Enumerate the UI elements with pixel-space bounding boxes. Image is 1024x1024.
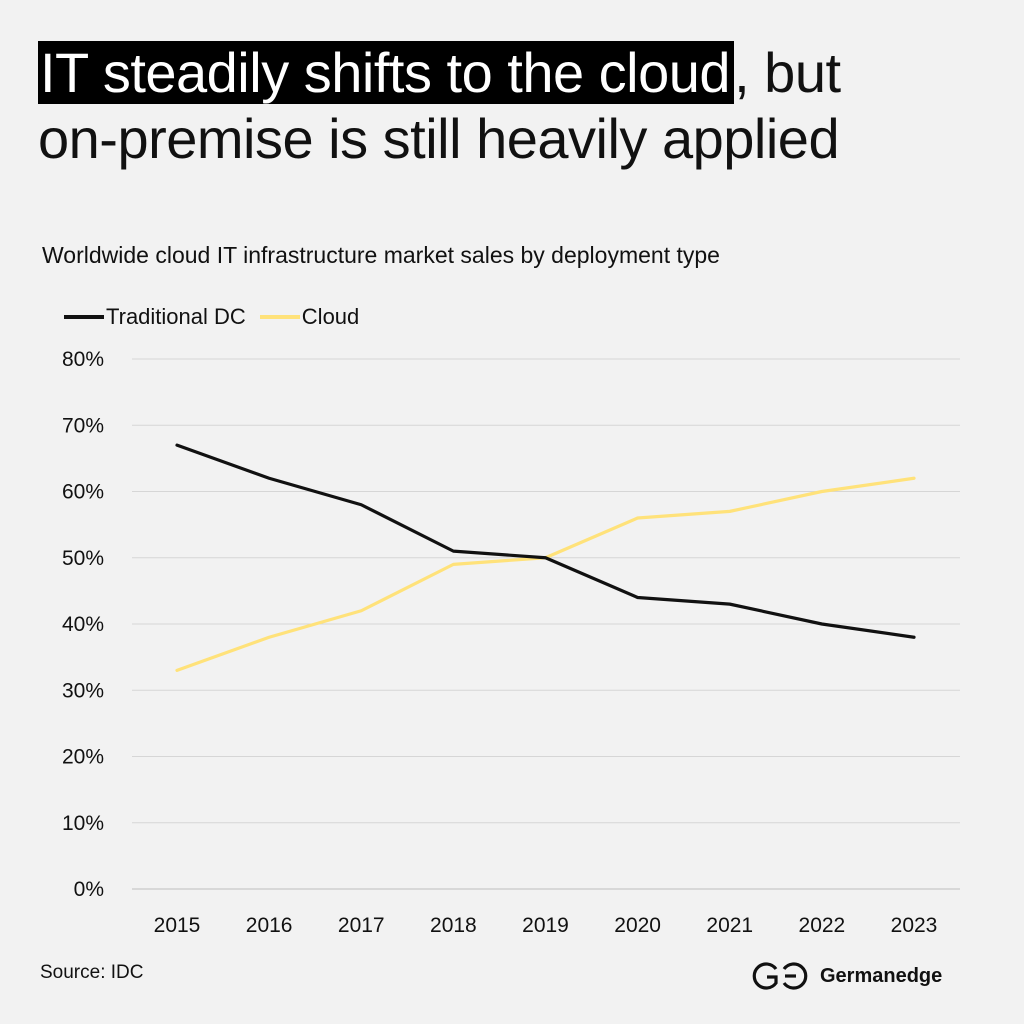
x-tick-label: 2016 bbox=[246, 914, 293, 937]
legend-swatch-cloud bbox=[259, 315, 300, 319]
legend-label-cloud: Cloud bbox=[301, 304, 360, 329]
y-tick-label: 80% bbox=[62, 348, 104, 371]
series-line-traditional-dc bbox=[175, 443, 916, 639]
legend-item-cloud: Cloud bbox=[259, 304, 360, 330]
y-tick-label: 10% bbox=[62, 812, 104, 835]
series-line-cloud bbox=[175, 476, 916, 672]
headline-highlight: IT steadily shifts to the cloud bbox=[38, 41, 735, 104]
chart-title: Worldwide cloud IT infrastructure market… bbox=[42, 242, 720, 268]
headline: IT steadily shifts to the cloud, but on-… bbox=[38, 40, 998, 172]
y-tick-label: 40% bbox=[62, 613, 104, 636]
y-tick-label: 20% bbox=[62, 746, 104, 769]
legend: Traditional DC Cloud bbox=[64, 302, 373, 332]
y-tick-label: 0% bbox=[74, 878, 104, 901]
headline-line2: on-premise is still heavily applied bbox=[38, 107, 840, 170]
headline-rest: , but bbox=[734, 41, 841, 104]
source-note: Source: IDC bbox=[40, 962, 144, 983]
y-tick-label: 50% bbox=[62, 547, 104, 570]
legend-swatch-traditional-dc bbox=[64, 315, 104, 319]
x-tick-label: 2019 bbox=[522, 914, 569, 937]
x-tick-label: 2015 bbox=[154, 914, 201, 937]
x-tick-label: 2017 bbox=[338, 914, 385, 937]
brand: Germanedge bbox=[752, 956, 942, 996]
x-tick-label: 2018 bbox=[430, 914, 477, 937]
x-tick-label: 2020 bbox=[614, 914, 661, 937]
y-tick-label: 60% bbox=[62, 481, 104, 504]
legend-item-traditional-dc: Traditional DC bbox=[64, 304, 246, 330]
y-tick-label: 30% bbox=[62, 679, 104, 702]
y-tick-label: 70% bbox=[62, 414, 104, 437]
brand-name: Germanedge bbox=[820, 964, 943, 987]
x-tick-label: 2021 bbox=[706, 914, 753, 937]
x-tick-label: 2022 bbox=[799, 914, 846, 937]
x-tick-label: 2023 bbox=[891, 914, 938, 937]
germanedge-logo-icon bbox=[752, 962, 808, 990]
legend-label-traditional-dc: Traditional DC bbox=[106, 304, 246, 329]
